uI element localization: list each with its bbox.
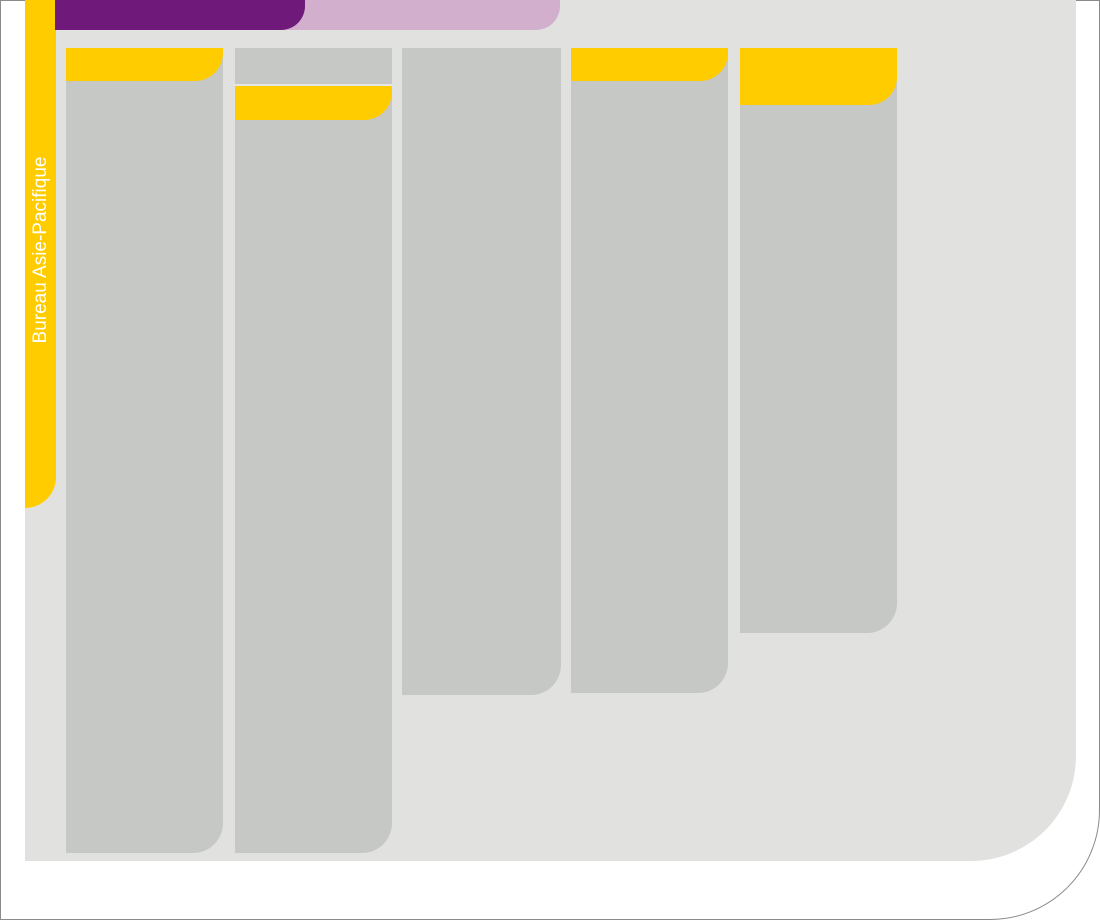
column-4-header-tab — [571, 48, 728, 81]
column-4 — [571, 48, 728, 693]
column-1 — [66, 48, 223, 853]
side-band — [25, 0, 56, 508]
column-5 — [740, 48, 897, 633]
column-5-header-tab — [740, 48, 897, 105]
side-band-label: Bureau Asie-Pacifique — [30, 156, 51, 344]
header-tab-dark — [55, 0, 305, 30]
column-3 — [402, 48, 561, 695]
column-2-divider — [235, 84, 392, 86]
column-1-header-tab — [66, 48, 223, 81]
column-2-top-strip — [235, 48, 392, 85]
column-2 — [235, 48, 392, 853]
column-2-header-tab — [235, 86, 392, 120]
